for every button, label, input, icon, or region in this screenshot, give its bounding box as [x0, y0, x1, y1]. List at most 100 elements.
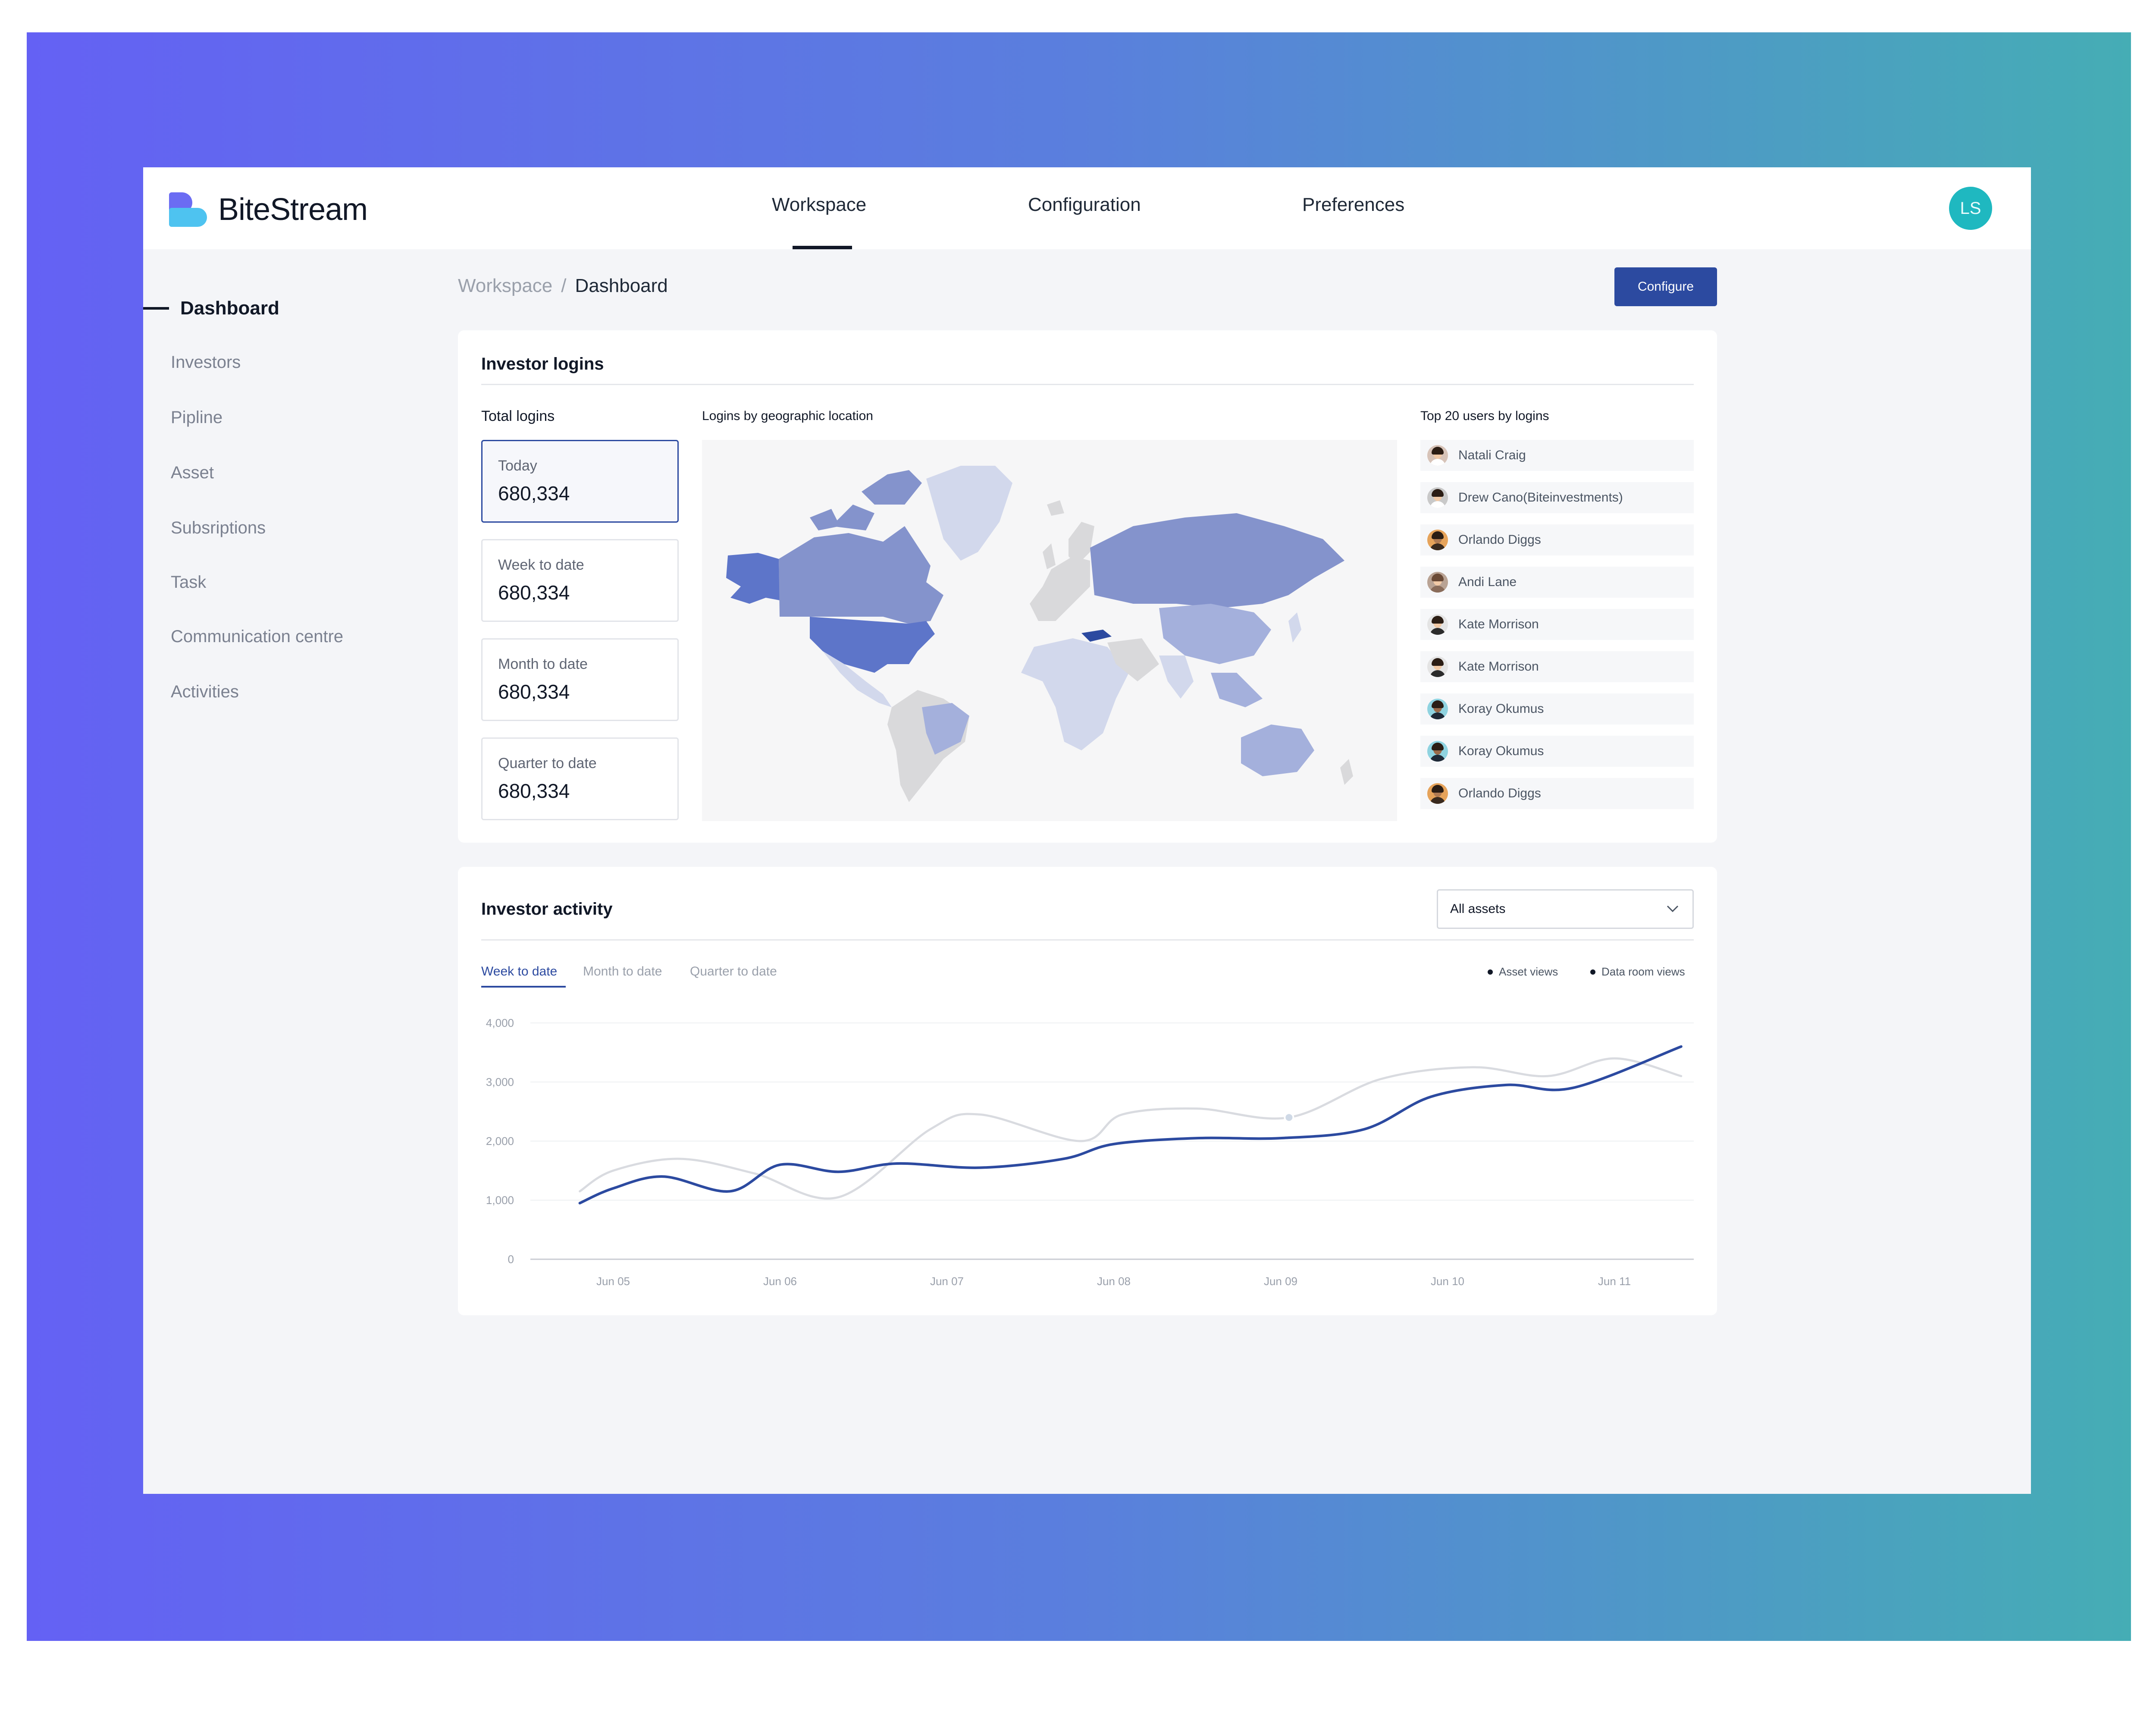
sidebar-item-task[interactable]: Task	[171, 573, 207, 592]
sidebar-item-asset[interactable]: Asset	[171, 463, 214, 482]
map-region-iceland	[1047, 500, 1064, 516]
user-avatar[interactable]: LS	[1949, 187, 1992, 230]
tab-month-to-date[interactable]: Month to date	[583, 964, 662, 979]
sidebar-item-communication-centre[interactable]: Communication centre	[171, 627, 344, 646]
stat-card-quarter-to-date[interactable]: Quarter to date 680,334	[481, 737, 679, 820]
breadcrumb: Workspace / Dashboard	[458, 275, 668, 297]
app-window: BiteStream Workspace Configuration Prefe…	[143, 167, 2031, 1494]
map-title: Logins by geographic location	[702, 409, 873, 423]
breadcrumb-parent[interactable]: Workspace	[458, 275, 553, 296]
user-name: Koray Okumus	[1458, 702, 1544, 716]
top-users-title: Top 20 users by logins	[1420, 409, 1549, 423]
world-map-svg	[726, 466, 1353, 802]
stat-label: Week to date	[498, 557, 584, 573]
y-tick-label: 3,000	[486, 1076, 514, 1088]
investor-activity-title: Investor activity	[481, 900, 613, 919]
user-name: Orlando Diggs	[1458, 533, 1541, 547]
user-name: Natali Craig	[1458, 448, 1526, 462]
avatar	[1427, 572, 1448, 593]
avatar	[1427, 530, 1448, 550]
user-row[interactable]: Orlando Diggs	[1420, 778, 1694, 809]
y-tick-label: 1,000	[486, 1194, 514, 1207]
avatar	[1427, 783, 1448, 804]
sidebar-item-dashboard[interactable]: Dashboard	[180, 298, 279, 319]
map-region-greenland	[926, 466, 1012, 561]
legend-label: Data room views	[1601, 965, 1685, 978]
divider	[481, 939, 1694, 941]
stat-card-today[interactable]: Today 680,334	[481, 440, 679, 523]
map-region-mexico	[823, 651, 892, 707]
x-tick-label: Jun 10	[1431, 1275, 1464, 1288]
tab-week-to-date[interactable]: Week to date	[481, 964, 558, 979]
user-row[interactable]: Natali Craig	[1420, 440, 1694, 471]
breadcrumb-current: Dashboard	[575, 275, 668, 296]
x-tick-label: Jun 09	[1264, 1275, 1297, 1288]
user-name: Kate Morrison	[1458, 659, 1539, 674]
y-tick-label: 4,000	[486, 1016, 514, 1029]
avatar	[1427, 614, 1448, 635]
user-row[interactable]: Koray Okumus	[1420, 736, 1694, 767]
top-bar: BiteStream Workspace Configuration Prefe…	[143, 167, 2031, 249]
stat-value: 680,334	[498, 581, 570, 604]
sidebar-item-subsriptions[interactable]: Subsriptions	[171, 518, 266, 537]
configure-button[interactable]: Configure	[1614, 267, 1717, 306]
user-name: Kate Morrison	[1458, 617, 1539, 631]
active-tab-indicator	[793, 246, 852, 249]
series-line-asset-views	[578, 1045, 1683, 1204]
sidebar-item-pipline[interactable]: Pipline	[171, 408, 223, 427]
asset-filter-select[interactable]: All assets	[1437, 889, 1694, 929]
map-region-new-zealand	[1340, 759, 1353, 785]
avatar	[1427, 656, 1448, 677]
avatar	[1427, 445, 1448, 466]
tab-quarter-to-date[interactable]: Quarter to date	[690, 964, 777, 979]
map-region-russia	[1090, 513, 1344, 608]
logo-mark-icon	[169, 192, 207, 227]
stat-value: 680,334	[498, 780, 570, 802]
brand-name: BiteStream	[218, 192, 368, 227]
sidebar-item-activities[interactable]: Activities	[171, 682, 239, 701]
tab-preferences[interactable]: Preferences	[1302, 194, 1405, 215]
user-row[interactable]: Drew Cano(Biteinvestments)	[1420, 482, 1694, 513]
investor-logins-card: Investor logins Total logins Today 680,3…	[458, 330, 1717, 843]
map-region-europe	[1030, 556, 1090, 621]
sidebar-item-investors[interactable]: Investors	[171, 353, 241, 372]
map-region-usa	[810, 617, 935, 673]
brand-logo[interactable]: BiteStream	[169, 192, 368, 227]
map-region-australia	[1241, 724, 1314, 776]
map-region-turkey	[1081, 630, 1112, 642]
asset-filter-value: All assets	[1450, 902, 1506, 916]
map-region-japan	[1288, 612, 1301, 643]
user-initials: LS	[1960, 198, 1981, 218]
user-row[interactable]: Andi Lane	[1420, 567, 1694, 598]
stat-label: Today	[498, 458, 537, 474]
avatar	[1427, 741, 1448, 762]
hover-point-marker	[1284, 1112, 1294, 1123]
legend-dot	[1488, 969, 1493, 975]
user-row[interactable]: Orlando Diggs	[1420, 524, 1694, 555]
legend-asset-views: Asset views	[1488, 965, 1558, 979]
world-map[interactable]	[702, 440, 1397, 821]
map-region-brazil	[922, 703, 969, 755]
tab-configuration[interactable]: Configuration	[1028, 194, 1141, 215]
breadcrumb-separator: /	[561, 275, 567, 296]
map-region-southeast-asia	[1211, 673, 1263, 707]
stat-card-month-to-date[interactable]: Month to date 680,334	[481, 638, 679, 721]
map-region-india	[1159, 656, 1194, 699]
x-tick-label: Jun 08	[1097, 1275, 1131, 1288]
stat-card-week-to-date[interactable]: Week to date 680,334	[481, 539, 679, 622]
avatar	[1427, 487, 1448, 508]
stat-value: 680,334	[498, 482, 570, 505]
user-name: Drew Cano(Biteinvestments)	[1458, 490, 1623, 505]
user-row[interactable]: Kate Morrison	[1420, 609, 1694, 640]
user-name: Orlando Diggs	[1458, 786, 1541, 800]
x-tick-label: Jun 05	[596, 1275, 630, 1288]
y-tick-label: 0	[508, 1253, 514, 1266]
tab-workspace[interactable]: Workspace	[772, 194, 867, 215]
sidebar-active-indicator	[143, 307, 169, 310]
legend-data-room-views: Data room views	[1590, 965, 1685, 979]
user-row[interactable]: Koray Okumus	[1420, 693, 1694, 724]
user-row[interactable]: Kate Morrison	[1420, 651, 1694, 682]
map-region-china	[1159, 604, 1271, 664]
investor-activity-chart[interactable]: 4,000 3,000 2,000 1,000 0 Jun 05 Jun 06 Jun 07 J…	[458, 867, 1717, 1315]
map-region-canada	[779, 526, 943, 624]
